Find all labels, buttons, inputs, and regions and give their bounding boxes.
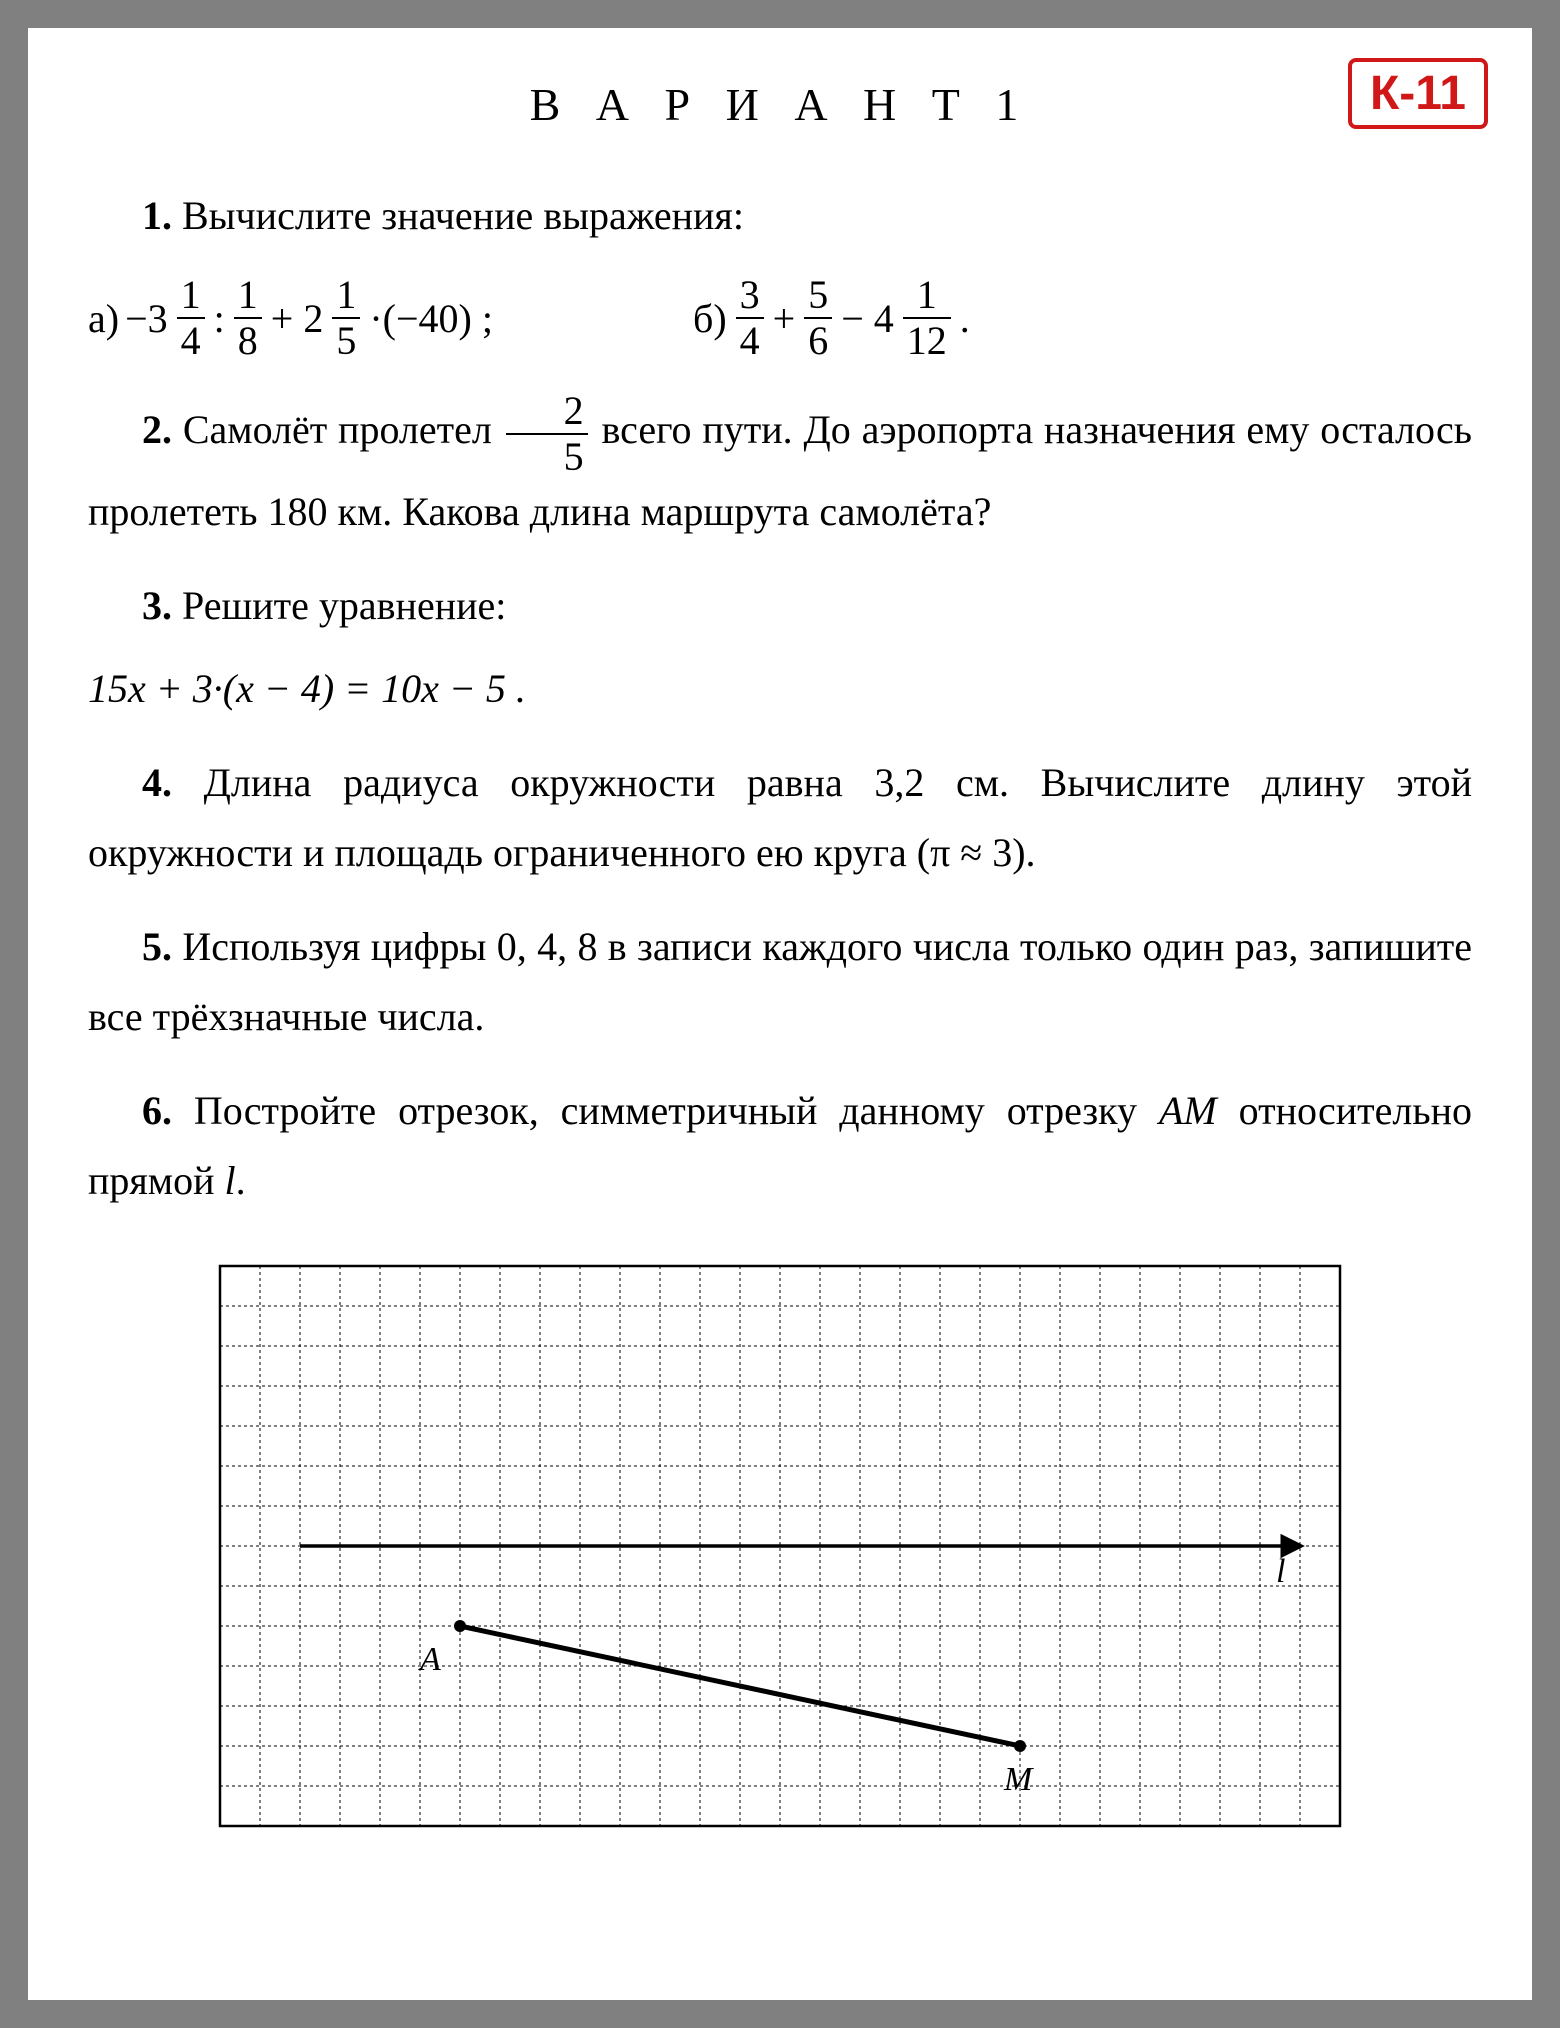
den: 5 — [506, 433, 588, 477]
variant-badge: К-11 — [1348, 58, 1488, 129]
grid-diagram-icon: l A M — [200, 1246, 1360, 1846]
frac-icon: 1 5 — [332, 275, 360, 361]
line-l: l — [225, 1158, 236, 1203]
p2-number: 2. — [142, 407, 172, 452]
num: 2 — [506, 391, 588, 433]
frac-icon: 1 8 — [234, 275, 262, 361]
t: : — [214, 295, 225, 342]
svg-text:M: M — [1003, 1761, 1034, 1798]
den: 4 — [736, 317, 764, 361]
t: ·(−40) ; — [369, 295, 493, 342]
p6-number: 6. — [142, 1088, 172, 1133]
den: 6 — [804, 317, 832, 361]
t: −3 — [125, 295, 168, 342]
t: . — [236, 1158, 246, 1203]
label-b: б) — [693, 295, 727, 342]
t: Самолёт пролетел — [172, 407, 503, 452]
frac-icon: 1 12 — [903, 275, 951, 361]
page-title: В А Р И А Н Т 1 — [88, 78, 1472, 131]
p1-number: 1. — [142, 193, 172, 238]
problem-2: 2. Самолёт пролетел 2 5 всего пути. До а… — [88, 391, 1472, 547]
t: Постройте отрезок, симметричный данному … — [172, 1088, 1159, 1133]
problem-3-intro: 3. Решите уравнение: — [88, 571, 1472, 641]
num: 1 — [913, 275, 941, 317]
frac-icon: 1 4 — [177, 275, 205, 361]
t: . — [960, 295, 970, 342]
p5-number: 5. — [142, 924, 172, 969]
frac-icon: 3 4 — [736, 275, 764, 361]
t: − 4 — [841, 295, 894, 342]
problem-1-expressions: а) −3 1 4 : 1 8 + 2 1 5 ·(−40) ; — [88, 275, 1472, 361]
num: 1 — [234, 275, 262, 317]
p4-number: 4. — [142, 760, 172, 805]
t: + 2 — [271, 295, 324, 342]
t: + — [773, 295, 796, 342]
svg-text:l: l — [1276, 1553, 1285, 1590]
seg-am: AM — [1159, 1088, 1217, 1133]
problem-1-intro: 1. Вычислите значение выражения: — [88, 181, 1472, 251]
num: 5 — [804, 275, 832, 317]
equation-text: 15x + 3·(x − 4) = 10x − 5 . — [88, 666, 526, 711]
num: 3 — [736, 275, 764, 317]
problem-4: 4. Длина радиуса окружности равна 3,2 см… — [88, 748, 1472, 888]
problem-6: 6. Постройте отрезок, симметричный данно… — [88, 1076, 1472, 1216]
den: 12 — [903, 317, 951, 361]
den: 8 — [234, 317, 262, 361]
p1-text: Вычислите значение выражения: — [182, 193, 744, 238]
den: 4 — [177, 317, 205, 361]
problem-5: 5. Используя цифры 0, 4, 8 в записи кажд… — [88, 912, 1472, 1052]
problem-3-equation: 15x + 3·(x − 4) = 10x − 5 . — [88, 665, 1472, 712]
p3-number: 3. — [142, 583, 172, 628]
num: 1 — [332, 275, 360, 317]
den: 5 — [332, 317, 360, 361]
t: Длина радиуса окружности равна 3,2 см. В… — [88, 760, 1472, 875]
num: 1 — [177, 275, 205, 317]
expr-1a: а) −3 1 4 : 1 8 + 2 1 5 ·(−40) ; — [88, 275, 493, 361]
t: Используя цифры 0, 4, 8 в записи каждого… — [88, 924, 1472, 1039]
expr-1b: б) 3 4 + 5 6 − 4 1 12 . — [693, 275, 970, 361]
frac-icon: 2 5 — [506, 391, 588, 477]
label-a: а) — [88, 295, 119, 342]
geometry-diagram: l A M — [88, 1246, 1472, 1846]
svg-text:A: A — [418, 1641, 441, 1678]
worksheet-page: К-11 В А Р И А Н Т 1 1. Вычислите значен… — [28, 28, 1532, 2000]
frac-icon: 5 6 — [804, 275, 832, 361]
t: Решите уравнение: — [172, 583, 506, 628]
